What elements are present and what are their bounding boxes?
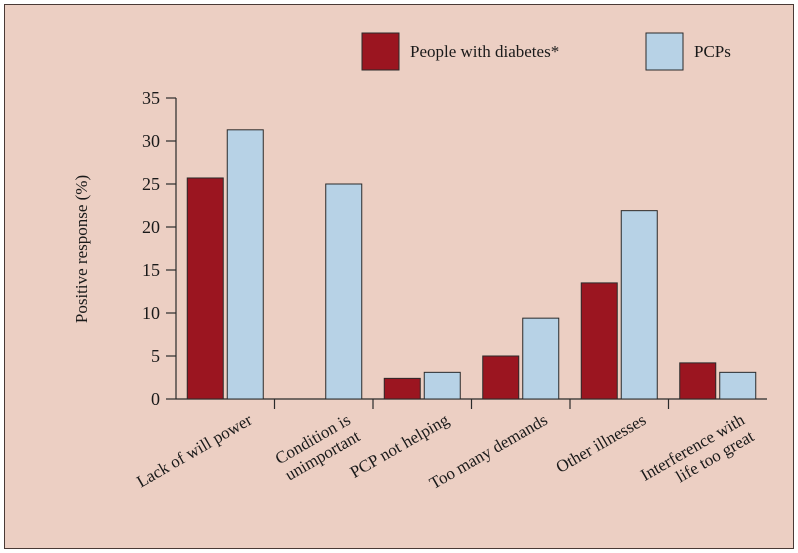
y-tick-label: 25: [142, 174, 160, 194]
y-tick-label: 10: [142, 303, 160, 323]
y-tick-label: 30: [142, 131, 160, 151]
bar-pcps: [226, 129, 264, 400]
bar-diabetes: [383, 377, 421, 400]
y-tick-label: 0: [151, 389, 160, 409]
y-tick-label: 20: [142, 217, 160, 237]
bar-chart: People with diabetes* PCPs 0 5 10 15 20 25 30 35…: [72, 32, 767, 501]
bar-diabetes: [580, 282, 618, 400]
x-axis: Lack of will power Condition isunimportan…: [133, 398, 767, 501]
bar-diabetes: [679, 362, 717, 400]
x-category-label: Other illnesses: [553, 410, 650, 477]
y-axis: 0 5 10 15 20 25 30 35: [142, 88, 177, 409]
bar-pcps: [620, 210, 658, 400]
legend-swatch-pcps: [645, 32, 684, 71]
y-tick-label: 35: [142, 88, 160, 108]
bar-diabetes: [482, 355, 520, 400]
legend: People with diabetes* PCPs: [361, 32, 731, 71]
legend-label-diabetes: People with diabetes*: [410, 42, 559, 61]
y-tick-label: 5: [151, 346, 160, 366]
bar-pcps: [325, 183, 363, 400]
bar-pcps: [719, 371, 757, 400]
legend-swatch-diabetes: [361, 32, 400, 71]
legend-label-pcps: PCPs: [694, 42, 731, 61]
bars: [186, 129, 757, 400]
x-category-label: Lack of will power: [133, 410, 255, 492]
x-category-label: Condition isunimportant: [272, 410, 364, 485]
chart-panel: People with diabetes* PCPs 0 5 10 15 20 25 30 35…: [4, 4, 794, 549]
y-axis-label: Positive response (%): [72, 175, 91, 323]
bar-pcps: [423, 371, 461, 400]
bar-diabetes: [186, 177, 224, 400]
bar-pcps: [522, 317, 560, 400]
y-tick-label: 15: [142, 260, 160, 280]
x-category-label: Interference withlife too great: [637, 410, 757, 501]
